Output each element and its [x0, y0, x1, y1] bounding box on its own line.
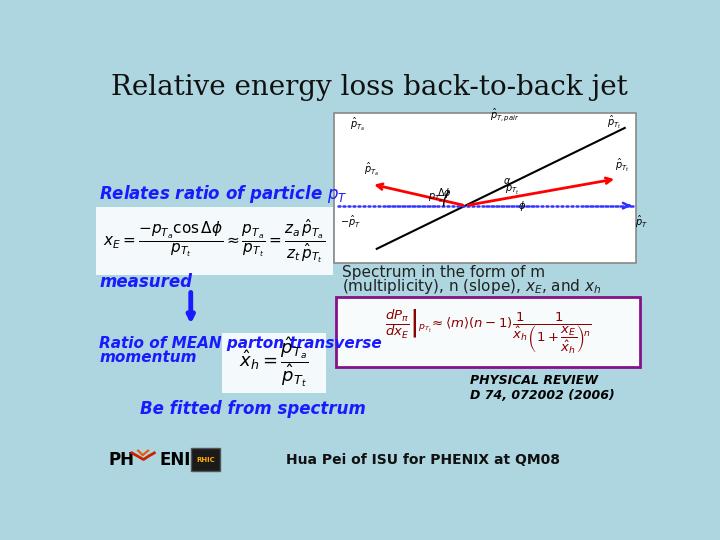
Text: $\phi$: $\phi$ [518, 199, 526, 213]
Text: $\alpha$: $\alpha$ [503, 176, 511, 186]
Text: momentum: momentum [99, 350, 197, 365]
FancyBboxPatch shape [222, 333, 326, 393]
Text: $p_{T_a}$: $p_{T_a}$ [428, 192, 444, 205]
FancyBboxPatch shape [334, 112, 636, 262]
Text: $x_E = \dfrac{-p_{T_a}\cos\Delta\phi}{p_{T_t}} \approx \dfrac{p_{T_a}}{p_{T_t}} : $x_E = \dfrac{-p_{T_a}\cos\Delta\phi}{p_… [103, 217, 325, 265]
FancyBboxPatch shape [96, 207, 333, 275]
Text: ENIX: ENIX [160, 451, 204, 469]
Text: $\left.\dfrac{dP_\pi}{dx_E}\right|_{p_{T_t}}\!\approx \langle m\rangle(n-1)\dfra: $\left.\dfrac{dP_\pi}{dx_E}\right|_{p_{T… [385, 308, 592, 356]
Text: Relates ratio of particle $p_T$: Relates ratio of particle $p_T$ [99, 183, 348, 205]
Text: $p_{T_t}$: $p_{T_t}$ [505, 184, 519, 197]
FancyBboxPatch shape [336, 298, 640, 367]
Text: $\hat{p}_{T_t}$: $\hat{p}_{T_t}$ [608, 114, 622, 131]
Text: Relative energy loss back-to-back jet: Relative energy loss back-to-back jet [111, 75, 627, 102]
Text: Hua Pei of ISU for PHENIX at QM08: Hua Pei of ISU for PHENIX at QM08 [287, 453, 560, 467]
Text: Spectrum in the form of m: Spectrum in the form of m [342, 265, 545, 280]
Text: Ratio of MEAN parton transverse: Ratio of MEAN parton transverse [99, 336, 382, 351]
Text: measured: measured [99, 273, 192, 291]
FancyBboxPatch shape [191, 448, 220, 471]
Text: $\hat{x}_h = \dfrac{\hat{p}_{T_a}}{\hat{p}_{T_t}}$: $\hat{x}_h = \dfrac{\hat{p}_{T_a}}{\hat{… [239, 336, 309, 389]
Text: PH: PH [109, 451, 135, 469]
Text: (multiplicity), n (slope), $x_E$, and $x_h$: (multiplicity), n (slope), $x_E$, and $x… [342, 277, 601, 296]
Text: $\Delta\phi$: $\Delta\phi$ [438, 186, 452, 200]
Text: PHYSICAL REVIEW
D 74, 072002 (2006): PHYSICAL REVIEW D 74, 072002 (2006) [469, 374, 614, 402]
Text: $\hat{p}_{T,pair}$: $\hat{p}_{T,pair}$ [490, 107, 519, 124]
Text: $\hat{p}_{T_a}$: $\hat{p}_{T_a}$ [364, 161, 379, 178]
Text: RHIC: RHIC [196, 457, 215, 463]
Text: Be fitted from spectrum: Be fitted from spectrum [140, 400, 366, 418]
Text: $\hat{p}_{T_a}$: $\hat{p}_{T_a}$ [350, 116, 365, 133]
Text: $\hat{p}_{T_t}$: $\hat{p}_{T_t}$ [615, 157, 630, 174]
Text: $-\hat{p}_{T}$: $-\hat{p}_{T}$ [340, 214, 361, 231]
Text: $\hat{p}_{T}$: $\hat{p}_{T}$ [635, 214, 648, 231]
